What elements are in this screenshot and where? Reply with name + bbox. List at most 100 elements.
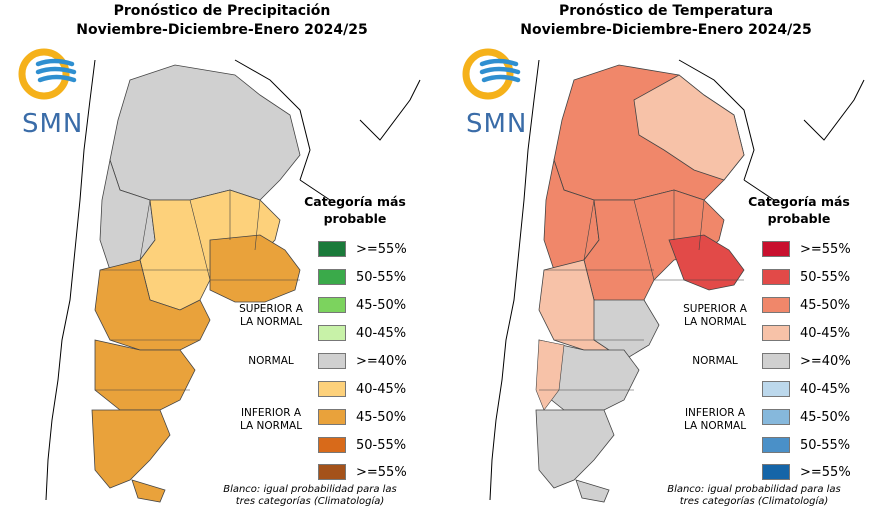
note-line: Blanco: igual probabilidad para las	[223, 484, 397, 495]
province-lines	[95, 190, 300, 391]
legend-item: >=55%	[318, 241, 407, 257]
patagonia-south-region	[535, 409, 615, 489]
legend-item: 50-55%	[762, 269, 850, 285]
group-label-line: LA NORMAL	[239, 316, 303, 328]
title-line-2: Noviembre-Diciembre-Enero 2024/25	[520, 22, 812, 38]
north-gray-region	[109, 64, 301, 201]
legend-item: >=55%	[762, 464, 851, 480]
legend-label: 45-50%	[356, 297, 407, 313]
legend-label: 50-55%	[356, 437, 407, 453]
group-label-normal: NORMAL	[692, 355, 738, 367]
group-label-line: LA NORMAL	[683, 316, 747, 328]
legend-label: >=55%	[356, 241, 407, 257]
legend-label: 40-45%	[800, 325, 851, 341]
legend-title-line-1: Categoría más	[304, 194, 406, 209]
legend-label: 40-45%	[356, 325, 407, 341]
legend-item: 50-55%	[318, 437, 406, 453]
legend-swatch	[762, 325, 790, 341]
patagonia-south-region	[91, 409, 171, 489]
group-label-superior: SUPERIOR A LA NORMAL	[226, 303, 316, 329]
group-label-normal: NORMAL	[248, 355, 294, 367]
legend-label: 50-55%	[800, 269, 851, 285]
legend-item: 50-55%	[318, 269, 406, 285]
note-line: tres categorías (Climatología)	[679, 496, 829, 507]
legend-swatch	[318, 241, 346, 257]
legend-swatch	[318, 437, 346, 453]
neighbor-border-lines	[45, 59, 421, 501]
legend-item: >=55%	[318, 464, 407, 480]
legend-item: 45-50%	[762, 409, 850, 425]
group-label-inferior: INFERIOR A LA NORMAL	[226, 407, 316, 433]
legend-item: 45-50%	[318, 409, 406, 425]
legend-label: >=55%	[800, 241, 851, 257]
temperature-map	[489, 59, 865, 503]
patagonia-west-strip	[535, 339, 565, 411]
title-line-2: Noviembre-Diciembre-Enero 2024/25	[76, 22, 368, 38]
legend-label: 45-50%	[800, 409, 851, 425]
legend-label: >=40%	[356, 353, 407, 369]
smn-logo	[14, 46, 94, 136]
smn-logo-text: SMN	[466, 109, 528, 139]
legend-label: 40-45%	[356, 381, 407, 397]
legend-swatch	[318, 464, 346, 480]
legend-swatch	[762, 353, 790, 369]
neighbor-border-lines	[489, 59, 865, 501]
title-line-1: Pronóstico de Precipitación	[113, 3, 331, 19]
legend-label: >=40%	[800, 353, 851, 369]
smn-logo	[458, 46, 538, 136]
precipitation-panel: Pronóstico de Precipitación Noviembre-Di…	[14, 3, 430, 508]
temperature-panel: Pronóstico de Temperatura Noviembre-Dici…	[444, 0, 888, 518]
legend-note: Blanco: igual probabilidad para las tres…	[190, 484, 430, 508]
legend-swatch	[318, 297, 346, 313]
legend-item: >=40%	[318, 353, 407, 369]
pampas-dark-orange-region	[209, 234, 301, 303]
legend-title-line-2: probable	[323, 211, 387, 226]
group-label-line: SUPERIOR A	[239, 303, 303, 315]
province-lines	[539, 190, 744, 391]
legend-label: 50-55%	[356, 269, 407, 285]
legend-swatch	[318, 409, 346, 425]
note-line: tres categorías (Climatología)	[235, 496, 385, 507]
legend-item: >=40%	[762, 353, 851, 369]
patagonia-central-region	[94, 339, 196, 411]
legend-item: 40-45%	[762, 381, 850, 397]
group-label-line: LA NORMAL	[239, 420, 303, 432]
group-label-superior: SUPERIOR A LA NORMAL	[670, 303, 760, 329]
legend-swatch	[762, 241, 790, 257]
legend-title: Categoría más probable	[300, 193, 410, 227]
tierra-del-fuego	[131, 479, 166, 503]
legend-label: 45-50%	[800, 297, 851, 313]
title-line-1: Pronóstico de Temperatura	[558, 3, 774, 19]
smn-sun-wave-icon	[462, 48, 521, 100]
pampas-strong-region	[668, 234, 745, 291]
legend-note: Blanco: igual probabilidad para las tres…	[634, 484, 874, 508]
legend-swatch	[318, 381, 346, 397]
legend-label: >=55%	[356, 464, 407, 480]
legend-swatch	[762, 464, 790, 480]
smn-sun-wave-icon	[18, 48, 77, 100]
legend-swatch	[762, 269, 790, 285]
smn-logo-text: SMN	[22, 109, 84, 139]
legend-item: 40-45%	[318, 381, 406, 397]
note-line: Blanco: igual probabilidad para las	[667, 484, 841, 495]
legend-title-line-1: Categoría más	[748, 194, 850, 209]
legend-label: 50-55%	[800, 437, 851, 453]
legend-swatch	[762, 297, 790, 313]
legend-label: >=55%	[800, 464, 851, 480]
legend-swatch	[318, 269, 346, 285]
legend-item: 45-50%	[318, 297, 406, 313]
map-title: Pronóstico de Temperatura Noviembre-Dici…	[444, 2, 888, 40]
group-label-line: SUPERIOR A	[683, 303, 747, 315]
legend-title-line-2: probable	[767, 211, 831, 226]
legend-title: Categoría más probable	[744, 193, 854, 227]
legend-item: 50-55%	[762, 437, 850, 453]
legend-item: >=55%	[762, 241, 851, 257]
group-label-line: INFERIOR A	[240, 407, 302, 419]
group-label-line: LA NORMAL	[683, 420, 747, 432]
tierra-del-fuego	[575, 479, 610, 503]
legend-swatch	[762, 409, 790, 425]
legend-swatch	[318, 353, 346, 369]
precipitation-map	[45, 59, 421, 503]
legend-label: 40-45%	[800, 381, 851, 397]
northeast-light-region	[633, 74, 745, 181]
